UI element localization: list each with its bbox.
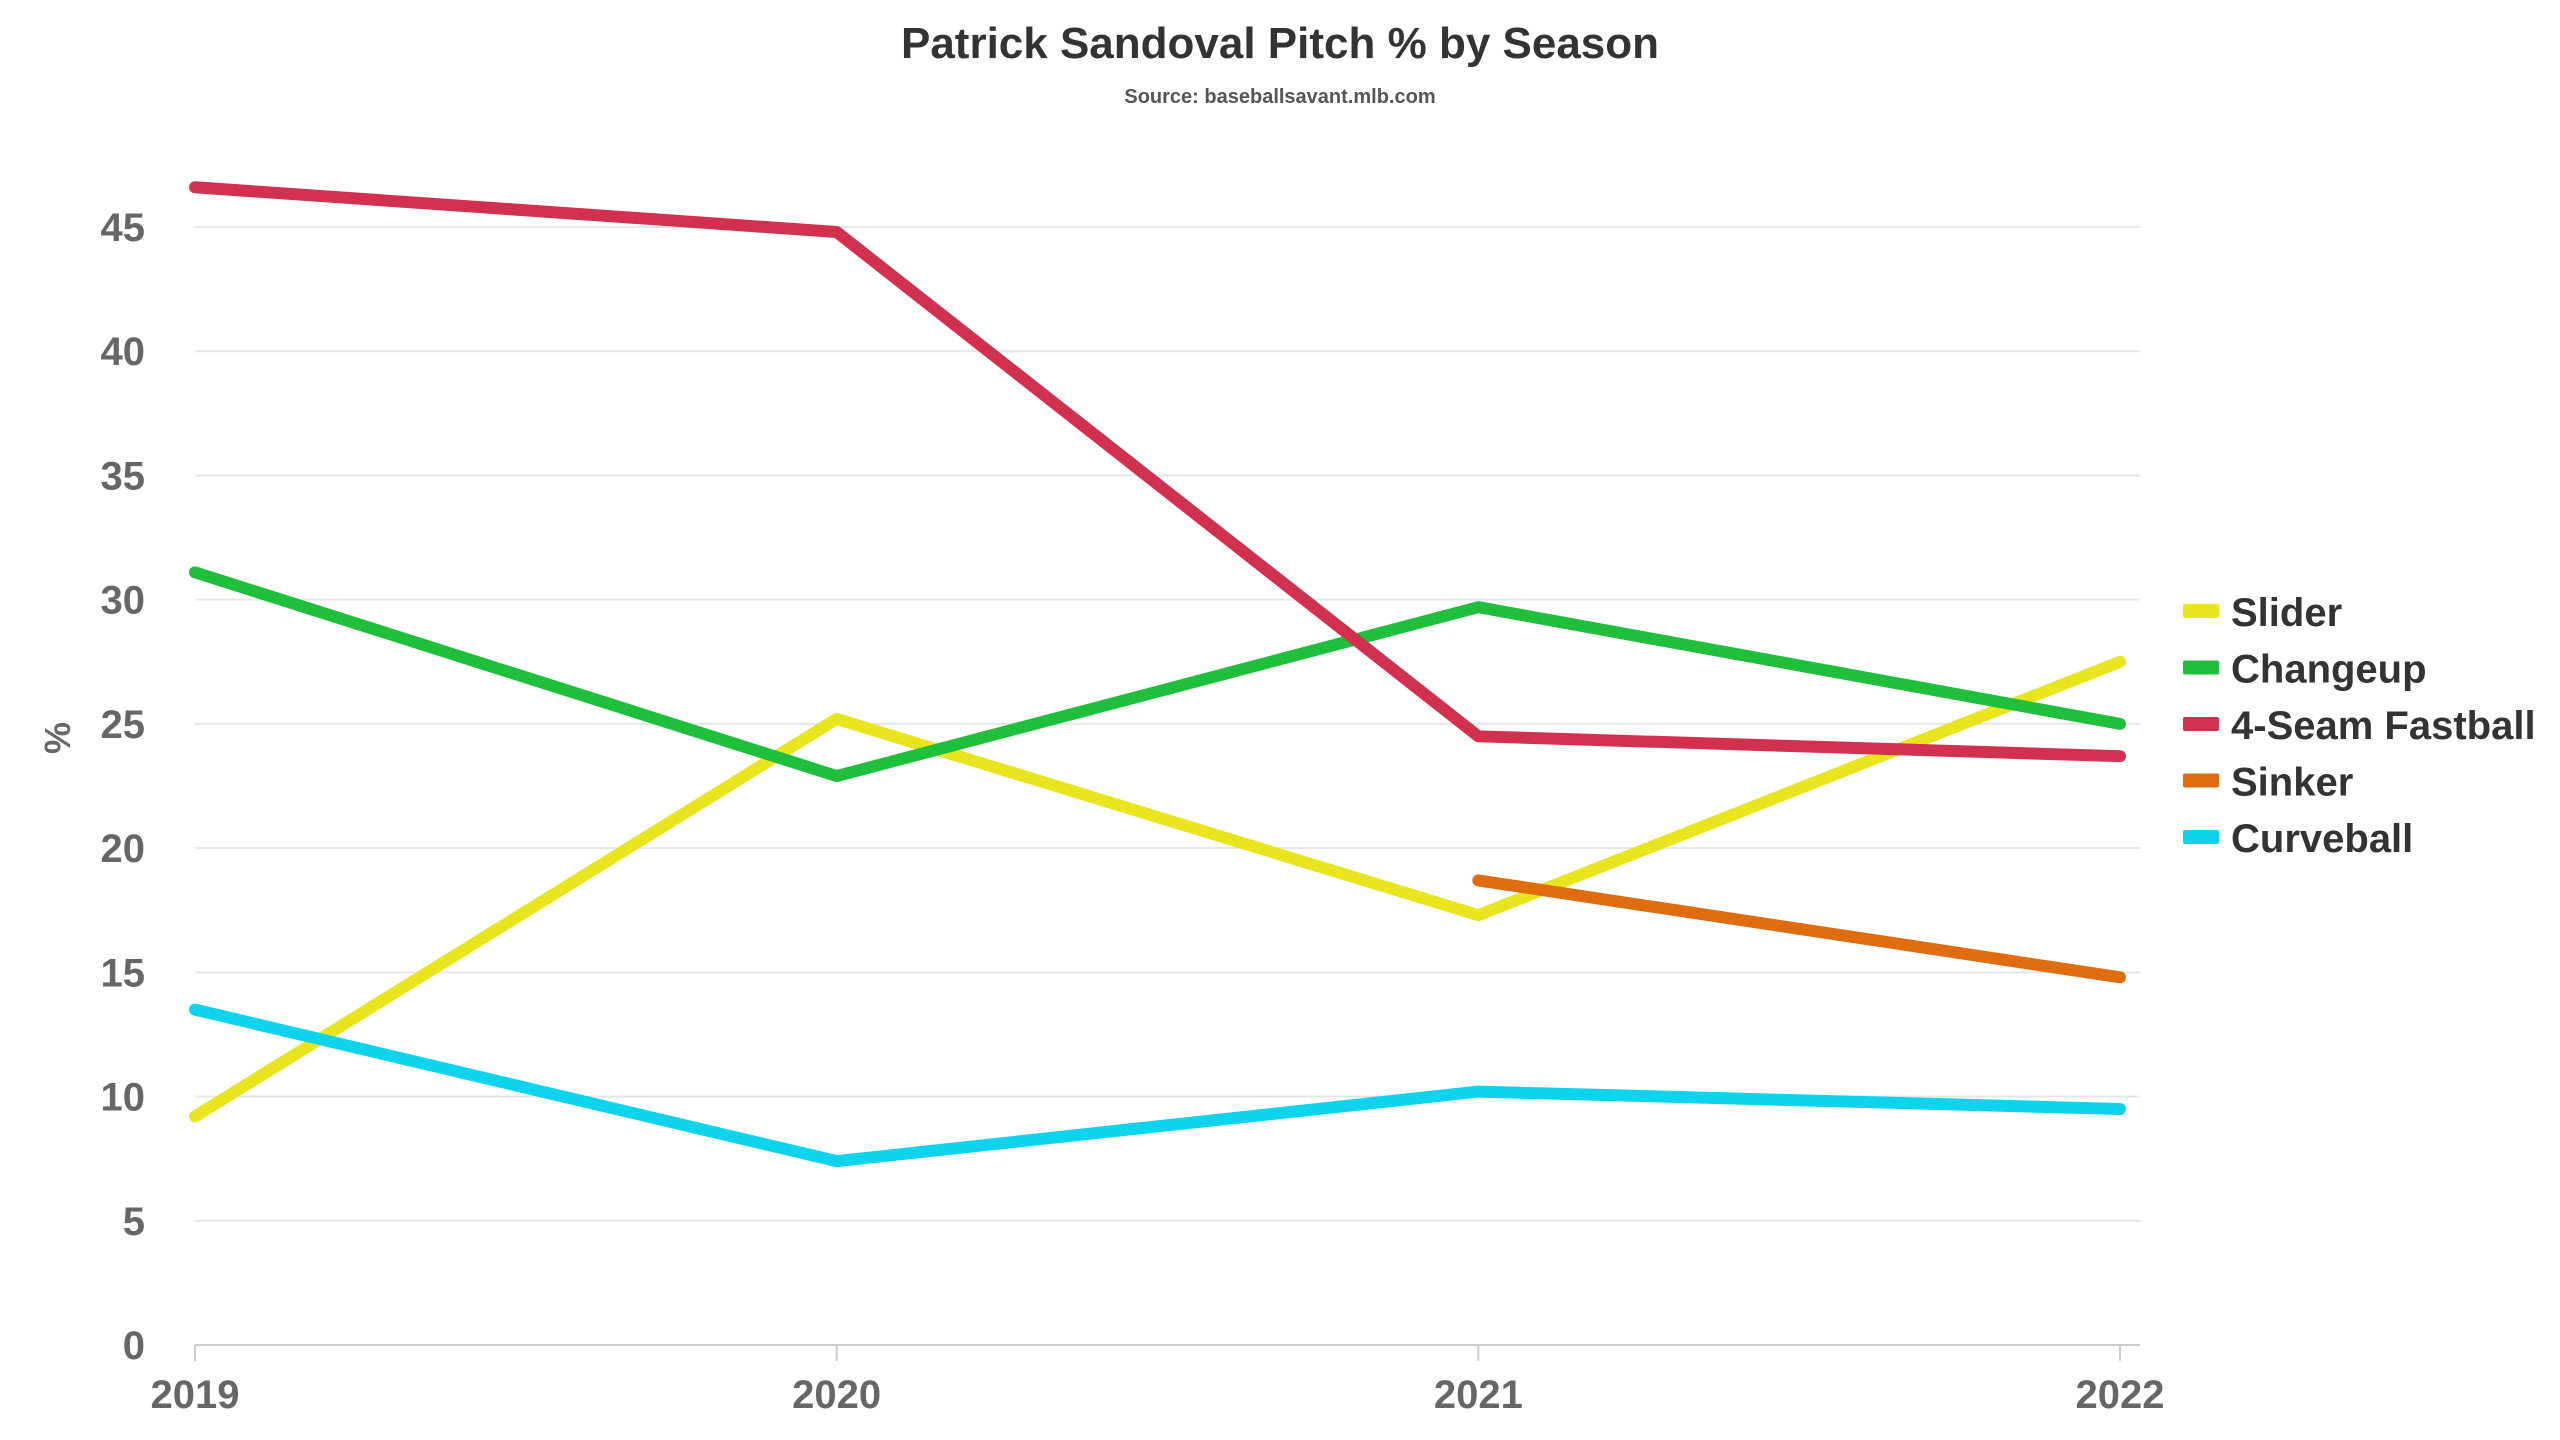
legend-item-4-seam-fastball[interactable]: 4-Seam Fastball [2183,704,2536,748]
legend-swatch [2183,773,2219,788]
x-tick-label: 2019 [151,1373,240,1417]
x-tick-label: 2022 [2076,1373,2165,1417]
y-tick-label: 45 [101,206,146,250]
y-tick-label: 30 [101,579,146,623]
legend-label: 4-Seam Fastball [2231,704,2536,748]
series-line-changeup [189,566,2126,783]
y-tick-label: 35 [101,454,146,498]
y-axis-label: % [37,722,78,754]
y-tick-label: 25 [101,703,146,747]
legend[interactable]: Slider Changeup 4-Seam Fastball Sinker Curve… [2183,591,2536,861]
legend-item-slider[interactable]: Slider [2183,591,2342,635]
legend-label: Sinker [2231,761,2353,805]
y-tick-label: 40 [101,330,146,374]
y-tick-label: 0 [123,1324,145,1368]
series-line-slider [189,655,2126,1123]
legend-swatch [2183,604,2219,618]
chart-subtitle: Source: baseballsavant.mlb.com [1124,86,1435,108]
axes: 0 5 10 15 20 25 30 35 40 45 2019 2020 2021 2022 [101,206,2165,1417]
legend-item-changeup[interactable]: Changeup [2183,648,2427,692]
legend-swatch [2183,830,2219,844]
legend-item-sinker[interactable]: Sinker [2183,761,2353,805]
series-line-sinker [1472,874,2126,984]
y-tick-label: 10 [101,1076,146,1120]
legend-swatch [2183,717,2219,731]
legend-item-curveball[interactable]: Curveball [2183,817,2413,861]
series-line-curveball [189,1003,2126,1168]
y-tick-label: 5 [123,1200,145,1244]
chart-title: Patrick Sandoval Pitch % by Season [901,19,1659,68]
legend-label: Curveball [2231,817,2413,861]
y-tick-label: 20 [101,827,146,871]
series-line-4-seam-fastball [189,181,2126,763]
legend-label: Slider [2231,591,2342,635]
x-tick-label: 2021 [1434,1373,1523,1417]
legend-label: Changeup [2231,648,2427,692]
series-lines [189,181,2126,1168]
x-tick-label: 2020 [792,1373,881,1417]
y-tick-label: 15 [101,951,146,995]
legend-swatch [2183,660,2219,675]
gridlines [195,226,2140,1222]
